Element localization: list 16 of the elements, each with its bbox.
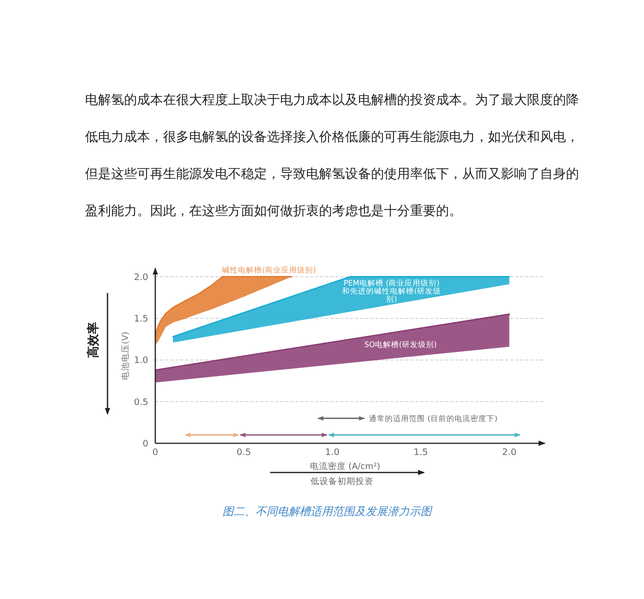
x-tick-label: 2.0	[502, 448, 517, 458]
x-tick-label: 1.5	[414, 448, 428, 458]
y-tick-label: 0.5	[134, 398, 148, 408]
y-tick-label: 1.0	[134, 356, 149, 366]
x-tick-label: 1.0	[325, 448, 340, 458]
y-axis-title: 电池电压(V)	[120, 332, 131, 380]
y-tick-label: 0	[142, 440, 149, 450]
text: 图二、不同电解槽适用范围及发展潜力示图	[222, 505, 434, 518]
x-tick-label: 0.5	[236, 448, 251, 458]
y-tick-label: 1.5	[134, 314, 148, 325]
text: 高效率	[86, 322, 100, 358]
x-axis-title: 电流密度 (A/cm²)	[310, 461, 380, 472]
text: 低设备初期投资	[310, 476, 374, 487]
x-tick-label: 0	[152, 448, 158, 458]
y-tick-label: 2.0	[134, 272, 149, 283]
text: 电解氢的成本在很大程度上取决于电力成本以及电解槽的投资成本。为了最大限度的降低电力成本，很多电解氢的设备选择接入价格低廉的可再生能源电力，如光伏和风电，但是这些可再生能源发电不稳定，导致电解氢设备的使用率低下，从而又影响了自身的盈利能力。因此，在这些方面如何做折衷的考虑也是十分重要的。	[85, 93, 579, 219]
